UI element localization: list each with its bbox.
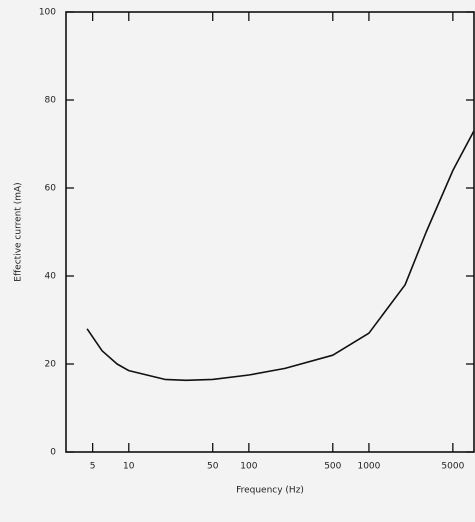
x-tick-label: 10 (123, 462, 135, 472)
y-axis-title: Effective current (mA) (14, 182, 24, 281)
y-tick-label: 40 (45, 272, 57, 282)
x-tick-label: 1000 (357, 462, 380, 472)
y-tick-label: 100 (39, 8, 56, 18)
y-tick-label: 60 (45, 184, 57, 194)
x-axis-title: Frequency (Hz) (236, 486, 304, 496)
x-tick-label: 5 (90, 462, 96, 472)
y-tick-label: 0 (50, 448, 56, 458)
x-tick-label: 5000 (441, 462, 464, 472)
data-line (86, 130, 475, 382)
y-tick-label: 80 (45, 96, 57, 106)
x-tick-label: 50 (207, 462, 219, 472)
plot-frame (65, 11, 475, 453)
y-tick-label: 20 (45, 360, 57, 370)
x-tick-label: 100 (240, 462, 257, 472)
x-tick-label: 500 (324, 462, 341, 472)
